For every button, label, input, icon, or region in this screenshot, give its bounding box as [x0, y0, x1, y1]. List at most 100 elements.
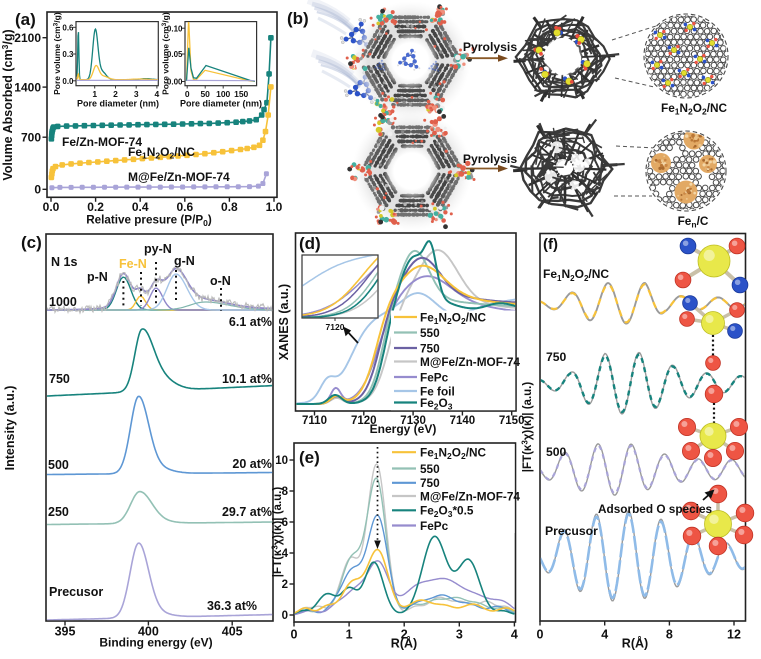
- svg-text:1: 1: [346, 628, 353, 642]
- svg-text:p-N: p-N: [87, 270, 108, 284]
- svg-text:0.2: 0.2: [87, 200, 104, 214]
- svg-text:(f): (f): [543, 236, 558, 253]
- svg-text:Fe1N2O2/NC: Fe1N2O2/NC: [420, 310, 487, 326]
- svg-text:10.1 at%: 10.1 at%: [222, 372, 272, 386]
- svg-text:6: 6: [282, 517, 288, 529]
- svg-text:2: 2: [113, 89, 118, 99]
- svg-text:700: 700: [21, 130, 41, 144]
- svg-text:Pore diameter (nm): Pore diameter (nm): [180, 99, 262, 109]
- svg-text:(d): (d): [299, 234, 321, 253]
- svg-text:Pore diameter (nm): Pore diameter (nm): [77, 99, 159, 109]
- svg-text:Fe1N2O2/NC: Fe1N2O2/NC: [543, 267, 609, 283]
- svg-text:3: 3: [456, 628, 463, 642]
- svg-text:Binding energy (eV): Binding energy (eV): [99, 636, 212, 650]
- svg-text:g-N: g-N: [174, 254, 195, 268]
- svg-text:4: 4: [601, 628, 608, 642]
- svg-text:500: 500: [546, 445, 567, 459]
- svg-text:Fe1N2O2/NC: Fe1N2O2/NC: [661, 101, 728, 117]
- svg-text:550: 550: [420, 462, 440, 476]
- svg-text:Adsorbed O species: Adsorbed O species: [598, 502, 713, 516]
- svg-text:|FT(κ3χ)(κ)| (a.u.): |FT(κ3χ)(κ)| (a.u.): [521, 382, 535, 473]
- svg-text:2100: 2100: [14, 31, 41, 45]
- svg-text:750: 750: [546, 350, 567, 364]
- svg-text:Fen/C: Fen/C: [678, 214, 709, 230]
- svg-text:0.0: 0.0: [62, 77, 74, 86]
- svg-text:100: 100: [216, 89, 230, 99]
- svg-text:(a): (a): [15, 10, 36, 29]
- svg-text:550: 550: [420, 326, 440, 340]
- svg-text:3: 3: [134, 89, 139, 99]
- svg-text:Fe2O3*0.5: Fe2O3*0.5: [420, 504, 474, 520]
- svg-text:|FT(κ3χ)(κ)| (a.u.): |FT(κ3χ)(κ)| (a.u.): [271, 487, 285, 578]
- svg-text:Pyrolysis: Pyrolysis: [463, 152, 517, 166]
- svg-text:20 at%: 20 at%: [232, 457, 272, 471]
- svg-text:Fe1N2O2/NC: Fe1N2O2/NC: [128, 145, 195, 161]
- svg-text:750: 750: [49, 372, 70, 386]
- svg-text:29.7 at%: 29.7 at%: [222, 505, 272, 519]
- svg-text:0: 0: [291, 628, 298, 642]
- svg-text:7140: 7140: [450, 415, 476, 427]
- svg-text:405: 405: [222, 625, 243, 639]
- svg-text:Energy (eV): Energy (eV): [370, 422, 437, 436]
- svg-text:0.0: 0.0: [43, 200, 60, 214]
- svg-text:0: 0: [185, 89, 190, 99]
- svg-text:4: 4: [282, 548, 289, 560]
- svg-text:750: 750: [420, 341, 440, 355]
- svg-text:M@Fe/Zn-MOF-74: M@Fe/Zn-MOF-74: [128, 170, 230, 184]
- svg-text:1: 1: [92, 89, 97, 99]
- svg-text:0.6: 0.6: [176, 200, 193, 214]
- svg-text:0.8: 0.8: [221, 200, 238, 214]
- svg-text:0: 0: [537, 628, 544, 642]
- svg-text:1000: 1000: [49, 295, 77, 309]
- svg-text:0.00: 0.00: [167, 78, 183, 87]
- svg-text:4: 4: [155, 89, 160, 99]
- svg-text:R(Å): R(Å): [391, 636, 417, 651]
- svg-text:500: 500: [48, 458, 69, 472]
- svg-text:FePc: FePc: [420, 519, 449, 533]
- svg-text:Fe1N2O2/NC: Fe1N2O2/NC: [420, 446, 487, 462]
- svg-text:Pyrolysis: Pyrolysis: [463, 40, 517, 54]
- svg-text:1.0: 1.0: [266, 200, 283, 214]
- svg-text:6.1 at%: 6.1 at%: [229, 315, 272, 329]
- svg-text:2: 2: [282, 579, 288, 591]
- svg-text:Precusor: Precusor: [49, 585, 103, 599]
- svg-text:FePc: FePc: [420, 370, 449, 384]
- svg-text:(b): (b): [287, 9, 309, 28]
- svg-text:M@Fe/Zn-MOF-74: M@Fe/Zn-MOF-74: [420, 355, 520, 369]
- svg-text:150: 150: [234, 89, 248, 99]
- svg-text:0.6: 0.6: [62, 24, 74, 33]
- svg-text:395: 395: [55, 625, 76, 639]
- svg-text:Pore volume (cm3/g): Pore volume (cm3/g): [52, 12, 62, 95]
- svg-text:M@Fe/Zn-MOF-74: M@Fe/Zn-MOF-74: [420, 489, 520, 503]
- svg-text:0: 0: [282, 610, 288, 622]
- svg-text:50: 50: [200, 89, 210, 99]
- svg-text:12: 12: [727, 628, 741, 642]
- svg-text:Fe/Zn-MOF-74: Fe/Zn-MOF-74: [62, 135, 142, 149]
- svg-text:Fe2O3: Fe2O3: [420, 396, 453, 412]
- svg-text:1400: 1400: [14, 80, 41, 94]
- svg-text:8: 8: [666, 628, 673, 642]
- svg-text:(c): (c): [21, 233, 42, 252]
- svg-text:Volume Absorbed (cm3/g): Volume Absorbed (cm3/g): [0, 29, 15, 180]
- svg-text:Precusor: Precusor: [545, 524, 598, 538]
- svg-text:7120: 7120: [351, 415, 377, 427]
- svg-text:XANES (a.u.): XANES (a.u.): [277, 284, 291, 360]
- svg-text:750: 750: [420, 476, 440, 490]
- svg-text:7130: 7130: [400, 415, 426, 427]
- svg-text:Intensity (a.u.): Intensity (a.u.): [3, 386, 17, 471]
- svg-text:N 1s: N 1s: [51, 255, 77, 269]
- svg-text:0.4: 0.4: [132, 200, 149, 214]
- svg-text:400: 400: [138, 625, 159, 639]
- svg-text:2: 2: [401, 628, 408, 642]
- svg-text:py-N: py-N: [144, 242, 172, 256]
- svg-text:7110: 7110: [302, 415, 327, 427]
- svg-text:0.05: 0.05: [167, 50, 183, 59]
- svg-text:R(Å): R(Å): [622, 636, 648, 651]
- svg-text:7120: 7120: [326, 322, 345, 332]
- svg-text:10: 10: [275, 455, 288, 467]
- svg-text:7150: 7150: [499, 415, 525, 427]
- svg-text:8: 8: [282, 486, 289, 498]
- svg-text:4: 4: [511, 628, 518, 642]
- svg-text:Relative presure (P/P0): Relative presure (P/P0): [86, 214, 212, 229]
- svg-text:250: 250: [48, 505, 69, 519]
